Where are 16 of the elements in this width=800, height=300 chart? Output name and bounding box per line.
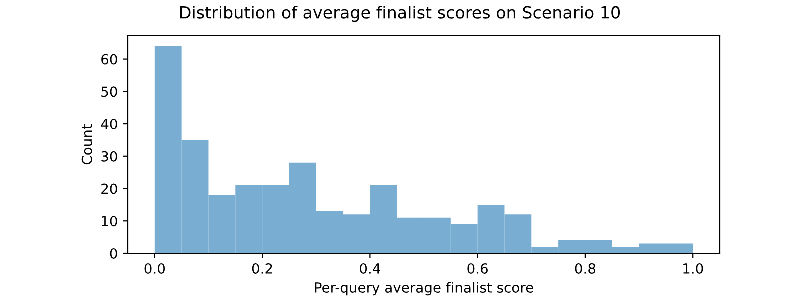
y-tick-label: 0 [110,248,118,259]
y-tick-label: 40 [101,119,118,130]
x-tick-label: 0.0 [144,263,166,274]
x-tick-label: 0.6 [468,263,488,274]
x-tick-label: 0.4 [360,263,380,274]
y-tick-label: 60 [102,54,118,65]
x-axis-title: Per-query average finalist score [315,282,534,296]
x-tick-label: 0.8 [575,263,596,274]
x-tick-label: 0.2 [252,263,272,274]
y-tick-label: 30 [102,151,118,162]
y-tick-label: 50 [102,86,118,98]
y-axis-title: Count [82,124,92,165]
chart-title: Distribution of average finalist scores on Scenario 10 [180,6,620,22]
y-tick-label: 20 [102,184,118,194]
x-tick-label: 1.0 [684,263,704,274]
y-tick-label: 10 [102,216,118,227]
